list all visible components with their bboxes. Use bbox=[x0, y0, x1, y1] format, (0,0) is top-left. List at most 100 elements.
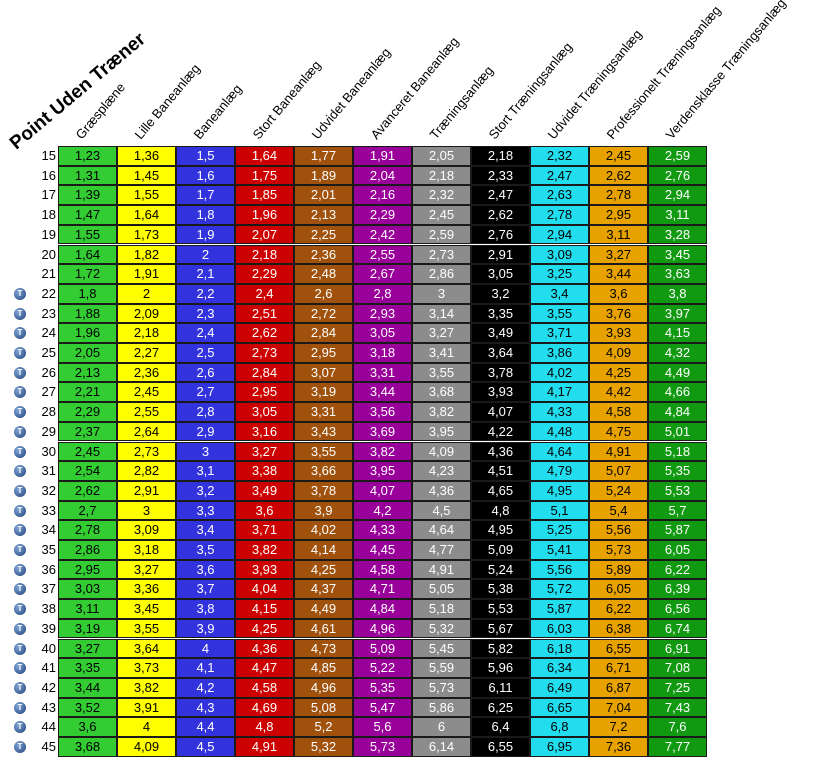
table-cell: 3,68 bbox=[412, 382, 471, 403]
table-cell: 2,33 bbox=[471, 165, 530, 186]
table-cell: 3,05 bbox=[353, 323, 412, 343]
table-cell: 6,55 bbox=[589, 638, 648, 659]
row-label: 21 bbox=[41, 266, 56, 282]
table-cell: 1,96 bbox=[235, 205, 294, 225]
table-cell: 2,76 bbox=[471, 224, 530, 245]
table-cell: 5,96 bbox=[471, 658, 530, 678]
table-cell: 5,87 bbox=[530, 599, 589, 619]
row-label: 37 bbox=[41, 581, 56, 597]
table-cell: 2,36 bbox=[117, 362, 176, 383]
table-cell: 2,91 bbox=[471, 244, 530, 265]
table-cell: 3,14 bbox=[412, 303, 471, 324]
table-cell: 3,27 bbox=[58, 638, 117, 659]
table-cell: 4,4 bbox=[176, 717, 235, 737]
table-cell: 2,6 bbox=[294, 283, 353, 304]
table-cell: 1,73 bbox=[117, 224, 176, 245]
trainer-icon: T bbox=[14, 327, 26, 340]
column-header: Professionelt Træningsanlæg bbox=[589, 0, 724, 146]
table-cell: 4,66 bbox=[648, 382, 707, 403]
table-cell: 2,47 bbox=[530, 165, 589, 186]
table-cell: 2,16 bbox=[353, 185, 412, 206]
table-cell: 4,5 bbox=[176, 737, 235, 757]
table-cell: 3,41 bbox=[412, 343, 471, 363]
table-cell: 2,62 bbox=[58, 480, 117, 501]
table-cell: 2,4 bbox=[235, 283, 294, 304]
table-cell: 3,69 bbox=[353, 421, 412, 442]
table-cell: 3,55 bbox=[117, 618, 176, 639]
table-cell: 4,69 bbox=[235, 697, 294, 718]
table-cell: 3,49 bbox=[235, 480, 294, 501]
table-cell: 4,09 bbox=[117, 737, 176, 757]
trainer-icon: T bbox=[14, 622, 26, 635]
table-cell: 7,43 bbox=[648, 697, 707, 718]
table-cell: 7,6 bbox=[648, 717, 707, 737]
table-cell: 4,02 bbox=[530, 362, 589, 383]
table-cell: 4,33 bbox=[530, 402, 589, 422]
table-cell: 3,35 bbox=[471, 303, 530, 324]
table-cell: 5,41 bbox=[530, 540, 589, 560]
table-cell: 5,25 bbox=[530, 520, 589, 540]
table-cell: 5,87 bbox=[648, 520, 707, 540]
table-cell: 2 bbox=[176, 244, 235, 265]
column-header: Verdensklasse Træningsanlæg bbox=[648, 0, 789, 146]
column-header: Lille Baneanlæg bbox=[117, 0, 203, 146]
table-cell: 2 bbox=[117, 283, 176, 304]
table-cell: 2,48 bbox=[294, 264, 353, 284]
trainer-icon: T bbox=[14, 445, 26, 458]
table-cell: 2,45 bbox=[117, 382, 176, 403]
table-cell: 3,56 bbox=[353, 402, 412, 422]
table-cell: 7,04 bbox=[589, 697, 648, 718]
table-cell: 3 bbox=[117, 500, 176, 521]
table-cell: 1,7 bbox=[176, 185, 235, 206]
table-cell: 5,53 bbox=[471, 599, 530, 619]
trainer-icon: T bbox=[14, 721, 26, 734]
table-cell: 5,73 bbox=[353, 737, 412, 757]
column-header: Udvidet Baneanlæg bbox=[294, 0, 394, 146]
table-cell: 3,78 bbox=[294, 480, 353, 501]
table-cell: 1,6 bbox=[176, 165, 235, 186]
table-cell: 4,07 bbox=[353, 480, 412, 501]
row-label: 31 bbox=[41, 463, 56, 479]
table-cell: 5,24 bbox=[471, 559, 530, 580]
table-cell: 3,76 bbox=[589, 303, 648, 324]
row-label: 38 bbox=[41, 601, 56, 617]
table-cell: 2,2 bbox=[176, 283, 235, 304]
table-cell: 3,82 bbox=[117, 677, 176, 698]
table-cell: 2,86 bbox=[412, 264, 471, 284]
table-cell: 2,78 bbox=[530, 205, 589, 225]
row-label: 20 bbox=[41, 246, 56, 262]
table-cell: 2,59 bbox=[412, 224, 471, 245]
table-cell: 2,07 bbox=[235, 224, 294, 245]
table-cell: 2,25 bbox=[294, 224, 353, 245]
table-cell: 7,2 bbox=[589, 717, 648, 737]
table-cell: 4,04 bbox=[235, 579, 294, 600]
table-cell: 2,78 bbox=[589, 185, 648, 206]
table-cell: 2,42 bbox=[353, 224, 412, 245]
table-cell: 3,2 bbox=[176, 480, 235, 501]
table-cell: 2,32 bbox=[412, 185, 471, 206]
table-cell: 3,03 bbox=[58, 579, 117, 600]
table-cell: 1,77 bbox=[294, 146, 353, 166]
table-cell: 1,64 bbox=[58, 244, 117, 265]
table-cell: 3,4 bbox=[176, 520, 235, 540]
table-cell: 3,55 bbox=[294, 441, 353, 462]
trainer-icon: T bbox=[14, 681, 26, 694]
table-cell: 5,1 bbox=[530, 500, 589, 521]
table-cell: 2,18 bbox=[117, 323, 176, 343]
table-cell: 5,35 bbox=[648, 461, 707, 481]
table-cell: 3,27 bbox=[412, 323, 471, 343]
table-cell: 3,09 bbox=[117, 520, 176, 540]
trainer-icon: T bbox=[14, 386, 26, 399]
table-cell: 1,75 bbox=[235, 165, 294, 186]
table-cell: 3,82 bbox=[235, 540, 294, 560]
table-cell: 3,11 bbox=[589, 224, 648, 245]
table-cell: 4,14 bbox=[294, 540, 353, 560]
table-cell: 5,89 bbox=[589, 559, 648, 580]
trainer-icon: T bbox=[14, 583, 26, 596]
table-cell: 1,8 bbox=[58, 283, 117, 304]
table-cell: 3,45 bbox=[117, 599, 176, 619]
table-cell: 6,39 bbox=[648, 579, 707, 600]
row-label: 40 bbox=[41, 640, 56, 656]
table-cell: 5,67 bbox=[471, 618, 530, 639]
table-cell: 4,91 bbox=[589, 441, 648, 462]
